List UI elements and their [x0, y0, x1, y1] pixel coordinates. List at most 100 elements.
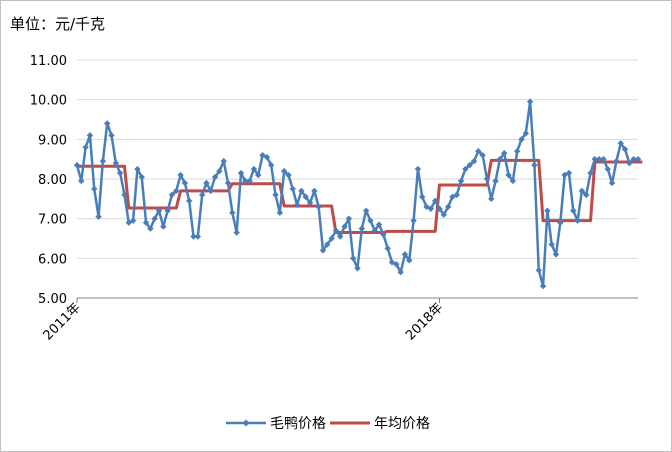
data-point	[138, 173, 145, 181]
data-point	[263, 153, 271, 161]
data-point	[608, 179, 616, 187]
data-point	[134, 165, 141, 173]
data-point	[203, 179, 210, 187]
data-point	[332, 227, 340, 234]
data-point	[535, 267, 542, 274]
data-point	[565, 169, 573, 177]
data-point	[142, 219, 150, 226]
data-point	[526, 98, 534, 105]
data-point	[194, 233, 202, 240]
y-tick-label: 10.00	[30, 94, 67, 109]
data-point	[600, 155, 607, 163]
data-point	[164, 207, 171, 214]
data-point	[470, 157, 478, 165]
data-point	[280, 167, 288, 175]
data-point	[86, 132, 94, 139]
data-point	[531, 161, 538, 169]
data-point	[95, 213, 102, 220]
data-point	[518, 136, 525, 143]
data-point	[626, 159, 633, 167]
y-tick-label: 7.00	[38, 213, 67, 228]
legend: 毛鸭价格 年均价格	[226, 416, 430, 432]
data-point	[466, 161, 473, 169]
data-point	[345, 215, 353, 222]
data-point	[108, 132, 115, 139]
data-point	[168, 191, 176, 199]
data-point	[207, 187, 214, 195]
data-point	[557, 219, 564, 226]
data-point	[147, 225, 154, 232]
data-point	[401, 251, 409, 258]
data-point	[246, 177, 253, 185]
data-point	[617, 140, 624, 147]
y-axis-ticks: 5.00 6.00 7.00 8.00 9.00 10.00 11.00	[30, 54, 67, 307]
data-point	[587, 169, 594, 177]
data-point	[583, 191, 590, 199]
data-point	[211, 173, 219, 181]
data-point	[186, 197, 193, 205]
data-point	[578, 187, 586, 195]
data-point	[181, 179, 189, 187]
data-point	[311, 187, 318, 195]
data-point	[630, 155, 637, 163]
data-point	[285, 171, 292, 179]
y-tick-label: 5.00	[38, 292, 67, 307]
data-point	[267, 161, 275, 169]
data-point	[112, 159, 120, 167]
data-point	[440, 211, 448, 218]
data-point	[457, 177, 465, 185]
data-point	[444, 203, 452, 210]
data-point	[298, 187, 305, 195]
data-point	[250, 165, 258, 173]
data-point	[237, 169, 245, 177]
y-tick-label: 11.00	[30, 54, 67, 69]
data-point	[406, 257, 413, 264]
data-point	[634, 155, 642, 163]
data-point	[82, 144, 89, 151]
data-point	[475, 148, 482, 155]
data-point	[501, 150, 508, 157]
data-point	[492, 177, 499, 185]
data-point	[198, 191, 206, 199]
data-point	[453, 191, 460, 199]
data-point	[306, 199, 314, 206]
data-point	[522, 130, 529, 137]
data-point	[496, 155, 504, 163]
legend-label: 毛鸭价格	[270, 416, 326, 432]
data-point	[362, 207, 370, 214]
data-point	[462, 165, 469, 173]
data-point	[229, 209, 236, 216]
data-point	[324, 241, 331, 248]
data-point	[216, 167, 223, 175]
data-point	[233, 229, 240, 236]
data-point	[552, 251, 560, 258]
data-point	[544, 207, 551, 214]
x-tick-label: 2018年	[403, 300, 446, 343]
data-point	[73, 161, 81, 169]
data-point	[177, 171, 184, 179]
data-point	[539, 282, 547, 290]
data-point	[613, 157, 620, 165]
data-point	[483, 175, 491, 183]
data-point	[121, 191, 128, 199]
y-tick-label: 6.00	[38, 252, 67, 267]
data-point	[431, 197, 439, 205]
data-point	[423, 203, 430, 210]
data-point	[302, 193, 309, 201]
data-point	[255, 171, 262, 179]
legend-item-price: 毛鸭价格	[226, 416, 326, 432]
data-point	[410, 217, 417, 224]
data-point	[349, 255, 357, 262]
data-point	[78, 177, 85, 185]
data-point	[414, 165, 422, 173]
data-point	[272, 191, 279, 199]
data-point	[341, 223, 348, 230]
data-point	[393, 261, 400, 268]
data-point	[371, 227, 378, 234]
data-point	[419, 193, 426, 201]
data-point	[220, 157, 227, 165]
data-point	[129, 217, 137, 224]
legend-swatch-marker	[242, 419, 250, 427]
data-point	[315, 203, 322, 210]
data-point	[319, 247, 327, 254]
